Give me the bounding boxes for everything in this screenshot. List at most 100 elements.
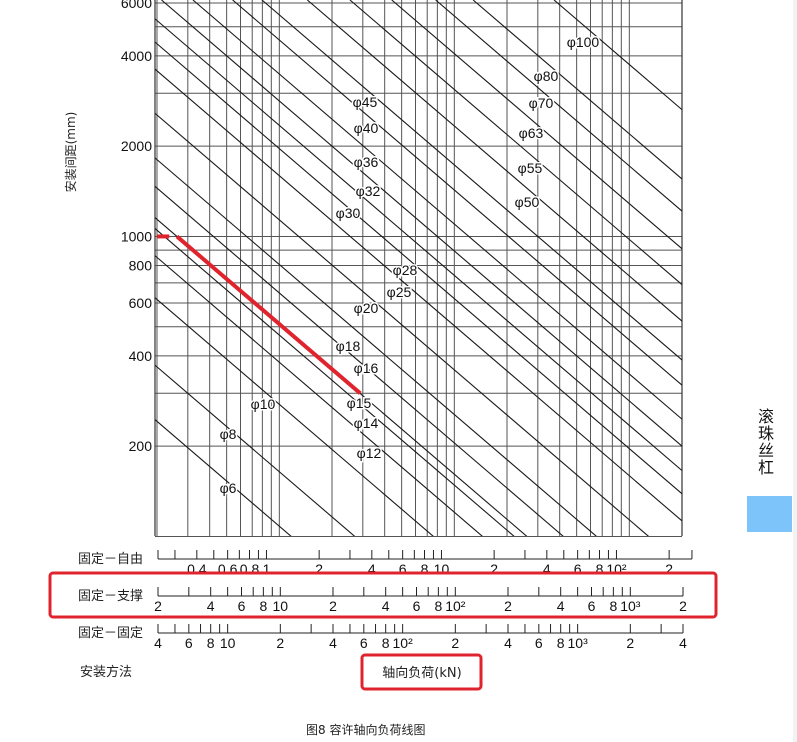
y-tick-label: 400 [129, 348, 153, 364]
diameter-label: φ20 [354, 300, 379, 316]
diameter-label: φ15 [347, 395, 372, 411]
highlight-segment [175, 234, 362, 395]
diameter-line-d55 [349, 0, 682, 286]
scale-tick-label: 4 [679, 635, 687, 651]
scale-tick-label: 6 [185, 635, 193, 651]
scale-tick-label: 6 [574, 561, 582, 577]
scale-tick-label: 2 [329, 598, 337, 614]
scale-tick-label: 10² [606, 561, 627, 577]
y-tick-label: 200 [129, 438, 153, 454]
diameter-label: φ63 [519, 125, 544, 141]
scale-tick-label: 4 [557, 598, 565, 614]
scale-tick-label: 2 [504, 598, 512, 614]
diameter-line-d100 [553, 0, 682, 111]
y-tick-label: 1000 [121, 228, 152, 244]
diameter-label: φ12 [357, 445, 382, 461]
scale-tick-label: 8 [557, 635, 565, 651]
scale-tick-label: 4 [207, 598, 215, 614]
scale-tick-label: 8 [434, 598, 442, 614]
scale-tick-label: 10 [220, 635, 236, 651]
highlight-box-axis-title [360, 653, 483, 691]
highlight-box-fixed-support [48, 571, 718, 619]
scale-tick-label: 10² [445, 598, 466, 614]
scale-tick-label: 6 [238, 598, 246, 614]
diameter-line-d40 [232, 0, 682, 386]
diameter-line-d8 [155, 364, 356, 536]
side-tab-ball-screw[interactable]: 滚珠丝杠 [755, 408, 774, 476]
diameter-label: φ100 [567, 34, 600, 50]
diameter-labels: φ6 φ8 φ10 φ12 φ14 φ15 φ16 φ18 φ20 φ25 φ28 φ30 φ32 φ36… [218, 33, 601, 498]
diameter-line-d15 [155, 216, 528, 536]
diameter-line-d32 [161, 0, 682, 447]
diameter-line-d30 [155, 18, 682, 472]
diameter-label: φ80 [534, 68, 559, 84]
scale-tick-label: 2 [315, 561, 323, 577]
scale-tick-label: 8 [596, 561, 604, 577]
scale-tick-label: 4 [154, 635, 162, 651]
scale-tick-label: 10³ [568, 635, 589, 651]
y-tick-label: 2000 [121, 138, 152, 154]
scale-tick-label: 4 [504, 635, 512, 651]
scale-tick-label: 1 [263, 561, 271, 577]
x-axis-scales: 固定－自由0.4 0.6 0.8 1 2 4 6 8 10 2 4 6 8 10² 2固定－支撑2 4 6 8 10… [78, 550, 693, 651]
y-axis-title: 安装间距(mm) [63, 112, 78, 193]
diameter-line-d20 [155, 112, 649, 536]
diameter-label: φ45 [353, 94, 378, 110]
scale-tick-label: 4 [329, 635, 337, 651]
side-tab-block[interactable] [747, 496, 792, 532]
scale-tick-label: 6 [535, 635, 543, 651]
diameter-label: φ14 [354, 415, 379, 431]
y-tick-label: 600 [129, 295, 153, 311]
scale-tick-label: 2 [276, 635, 284, 651]
diameter-line-d45 [261, 0, 682, 361]
diameter-label: φ36 [354, 154, 379, 170]
diameter-label: φ70 [529, 95, 554, 111]
scale-tick-label: 2 [626, 635, 634, 651]
scale-tick-label: 6 [399, 561, 407, 577]
diameter-label: φ55 [518, 160, 543, 176]
scale-tick-label: 0.6 [218, 561, 238, 577]
y-tick-label: 6000 [121, 0, 152, 11]
figure-caption: 图8 容许轴向负荷线图 [306, 722, 425, 737]
mounting-method-label: 安装方法 [80, 664, 132, 680]
diameter-label: φ25 [387, 284, 412, 300]
diameter-line-d50 [306, 0, 682, 322]
scale-tick-label: 10 [434, 561, 450, 577]
scale-tick-label: 4 [368, 561, 376, 577]
diameter-line-d36 [192, 0, 682, 420]
scale-tick-label: 2 [490, 561, 498, 577]
diameter-label: φ10 [251, 396, 276, 412]
scale-tick-label: 8 [259, 598, 267, 614]
scale-tick-label: 0.8 [240, 561, 260, 577]
diameter-line-d10 [155, 297, 434, 536]
scale-tick-label: 10³ [620, 598, 641, 614]
diameter-line-d25 [155, 68, 682, 522]
scale-name: 固定－固定 [78, 626, 143, 641]
scale-tick-label: 8 [382, 635, 390, 651]
scale-tick-label: 2 [665, 561, 673, 577]
diameter-label: φ50 [515, 194, 540, 210]
scale-tick-label: 2 [451, 635, 459, 651]
y-tick-label: 800 [129, 258, 153, 274]
y-tick-label: 4000 [121, 48, 152, 64]
scale-tick-label: 4 [382, 598, 390, 614]
diameter-label: φ18 [336, 338, 361, 354]
diameter-line-d80 [472, 0, 682, 180]
diameter-line-d16 [155, 185, 564, 536]
scale-tick-label: 10 [273, 598, 289, 614]
scrollbar-track[interactable] [793, 0, 797, 742]
scale-tick-label: 6 [413, 598, 421, 614]
diameter-line-d6 [155, 418, 292, 536]
diameter-label: φ30 [336, 205, 361, 221]
scale-tick-label: 4 [543, 561, 551, 577]
highlight-path [157, 234, 362, 395]
scale-tick-label: 8 [609, 598, 617, 614]
diameter-label: φ16 [354, 360, 379, 376]
scale-tick-label: 2 [154, 598, 162, 614]
scale-name: 固定－自由 [78, 552, 143, 567]
diameter-label: φ6 [220, 480, 237, 496]
scale-tick-label: 2 [679, 598, 687, 614]
diameter-label: φ8 [220, 426, 237, 442]
diameter-label: φ28 [393, 262, 418, 278]
